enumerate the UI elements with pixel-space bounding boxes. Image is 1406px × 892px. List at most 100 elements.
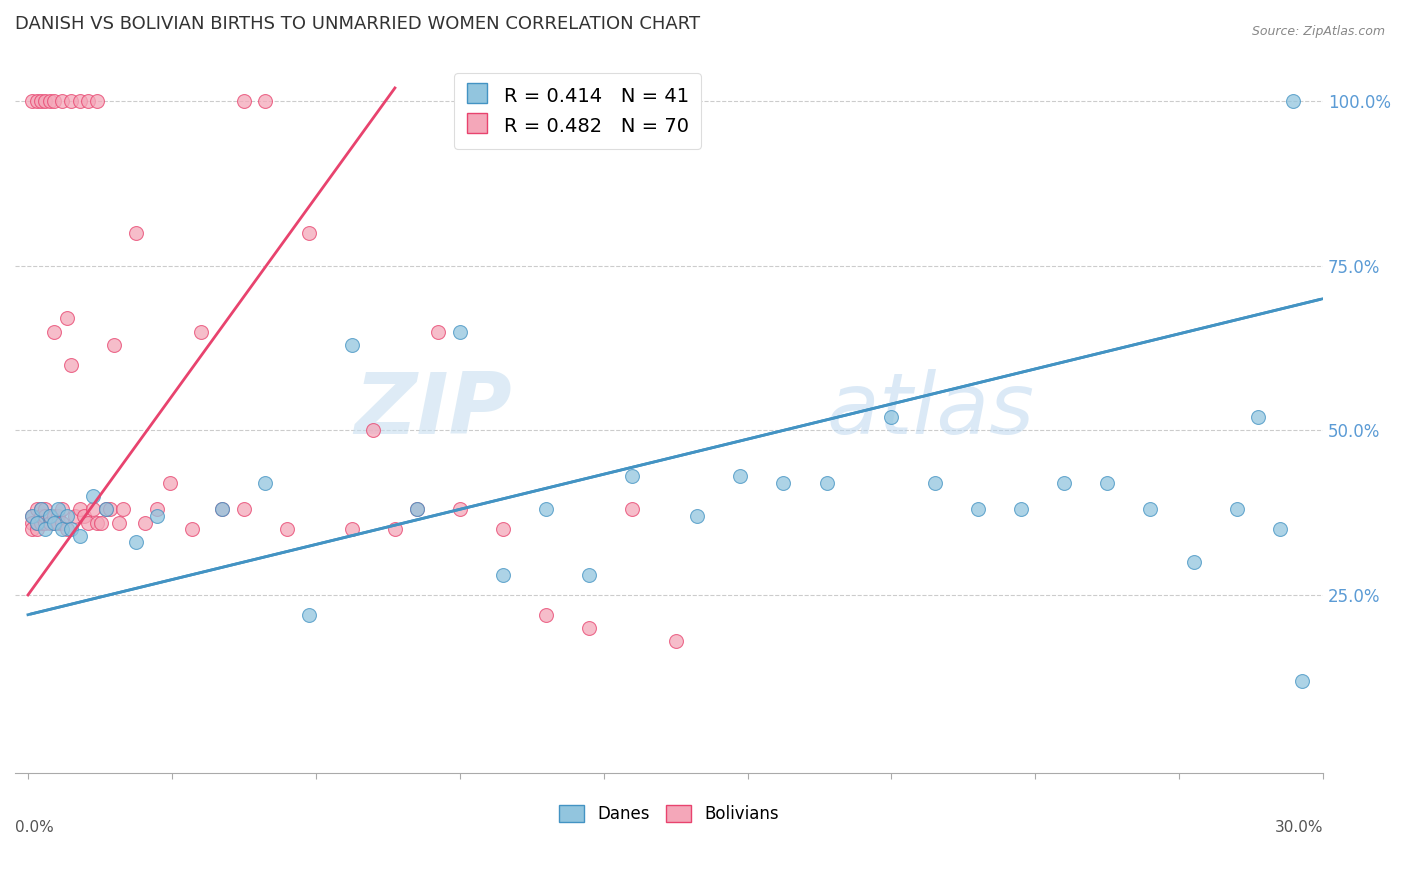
Point [1097,476,1119,491]
Point [30,508,52,523]
Point [60,94,83,108]
Point [578,568,600,582]
Point [34,516,56,530]
Point [77,516,100,530]
Point [42,516,65,530]
Point [1282,94,1305,108]
Point [815,476,838,491]
Point [449,325,471,339]
Point [98,502,121,516]
Point [159,476,181,491]
Point [1182,555,1205,569]
Point [73,508,96,523]
Point [34,508,56,523]
Point [21,508,44,523]
Point [643,94,665,108]
Point [46,516,69,530]
Point [190,325,212,339]
Point [966,502,988,516]
Legend: Danes, Bolivians: Danes, Bolivians [553,798,786,830]
Point [34,522,56,536]
Point [405,502,427,516]
Point [21,94,44,108]
Point [51,502,73,516]
Point [686,508,709,523]
Point [232,502,254,516]
Point [51,522,73,536]
Point [94,502,117,516]
Point [664,634,686,648]
Point [60,522,83,536]
Point [25,94,48,108]
Text: ZIP: ZIP [354,369,512,452]
Point [621,469,644,483]
Point [181,522,204,536]
Point [1247,410,1270,425]
Point [94,502,117,516]
Point [146,502,169,516]
Point [427,325,450,339]
Point [405,502,427,516]
Point [42,325,65,339]
Point [34,94,56,108]
Point [534,502,557,516]
Point [30,502,52,516]
Point [125,226,148,240]
Point [276,522,298,536]
Point [134,516,156,530]
Point [30,502,52,516]
Point [56,508,79,523]
Point [111,502,134,516]
Point [86,94,108,108]
Point [25,516,48,530]
Point [46,502,69,516]
Point [69,502,91,516]
Point [60,358,83,372]
Point [340,522,363,536]
Point [621,502,644,516]
Point [1226,502,1249,516]
Text: Source: ZipAtlas.com: Source: ZipAtlas.com [1251,25,1385,38]
Point [30,516,52,530]
Point [449,502,471,516]
Point [46,508,69,523]
Point [578,621,600,635]
Point [1053,476,1076,491]
Point [924,476,946,491]
Point [384,522,406,536]
Point [340,337,363,351]
Point [492,568,515,582]
Point [107,516,129,530]
Point [880,410,903,425]
Text: atlas: atlas [827,369,1033,452]
Point [82,502,104,516]
Point [211,502,233,516]
Point [42,94,65,108]
Point [42,508,65,523]
Point [211,502,233,516]
Point [146,508,169,523]
Point [1268,522,1291,536]
Point [21,508,44,523]
Point [30,94,52,108]
Point [38,516,60,530]
Point [125,535,148,549]
Point [297,226,319,240]
Text: 0.0%: 0.0% [15,820,53,835]
Point [254,94,277,108]
Point [534,607,557,622]
Point [25,522,48,536]
Point [69,94,91,108]
Point [56,522,79,536]
Point [730,469,752,483]
Point [1010,502,1032,516]
Point [69,529,91,543]
Point [90,516,112,530]
Point [254,476,277,491]
Point [21,516,44,530]
Point [38,508,60,523]
Point [772,476,794,491]
Point [21,522,44,536]
Point [34,502,56,516]
Point [232,94,254,108]
